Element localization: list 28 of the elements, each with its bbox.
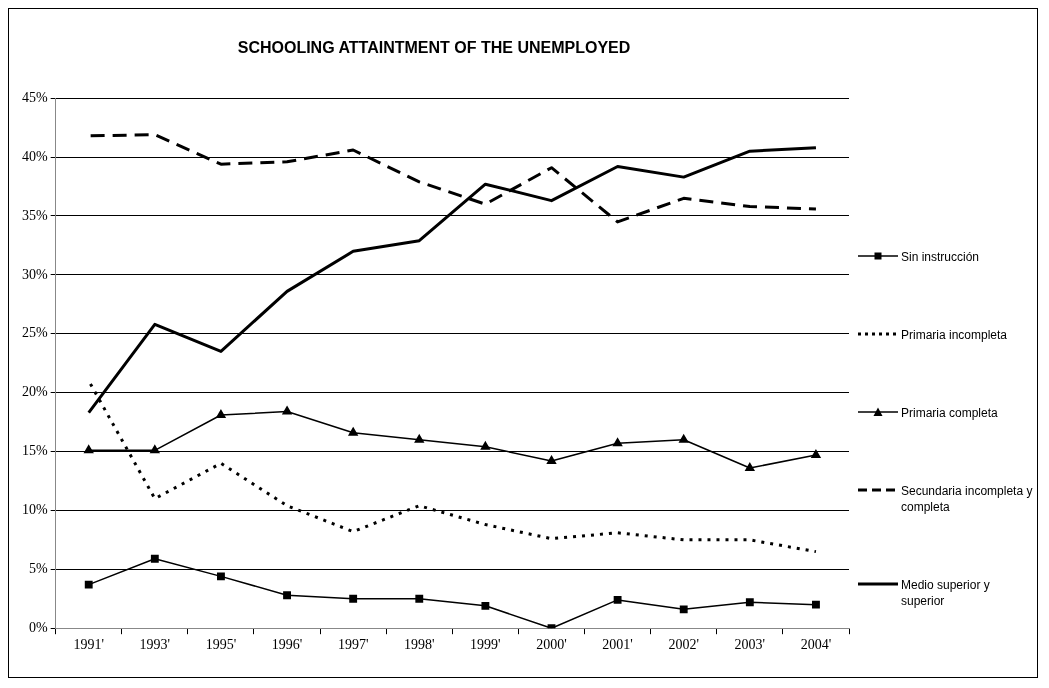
x-tick-label: 1995' bbox=[205, 637, 237, 653]
y-tick-label: 25% bbox=[21, 325, 48, 341]
x-tick-label: 2004' bbox=[800, 637, 832, 653]
legend-label: Secundaria incompleta y completa bbox=[901, 483, 1033, 515]
chart-title: SCHOOLING ATTAINTMENT OF THE UNEMPLOYED bbox=[237, 39, 631, 57]
y-tick-label: 15% bbox=[21, 443, 48, 459]
y-tick-label: 35% bbox=[21, 207, 48, 223]
y-tick-label: 40% bbox=[21, 148, 48, 164]
legend-label: Sin instrucción bbox=[901, 249, 980, 265]
y-tick-label: 10% bbox=[21, 502, 48, 518]
x-tick-label: 1997' bbox=[337, 637, 369, 653]
x-tick-label: 1996' bbox=[271, 637, 303, 653]
legend-label: Medio superior y superior bbox=[901, 577, 991, 609]
x-tick-label: 2002' bbox=[668, 637, 699, 653]
legend-label: Primaria incompleta bbox=[901, 327, 1008, 343]
legend-label: Primaria completa bbox=[901, 405, 998, 421]
x-tick-label: 2001' bbox=[602, 637, 633, 653]
y-tick-label: 0% bbox=[28, 619, 48, 635]
y-tick-label: 30% bbox=[21, 266, 48, 282]
x-tick-label: 2003' bbox=[734, 637, 766, 653]
x-tick-label: 1993' bbox=[139, 637, 171, 653]
x-tick-label: 2000' bbox=[536, 637, 567, 653]
x-tick-label: 1991' bbox=[73, 637, 104, 653]
x-tick-label: 1999' bbox=[470, 637, 501, 653]
y-tick-label: 20% bbox=[21, 384, 48, 400]
y-tick-label: 5% bbox=[28, 560, 48, 576]
y-tick-label: 45% bbox=[21, 89, 48, 105]
x-tick-label: 1998' bbox=[404, 637, 435, 653]
